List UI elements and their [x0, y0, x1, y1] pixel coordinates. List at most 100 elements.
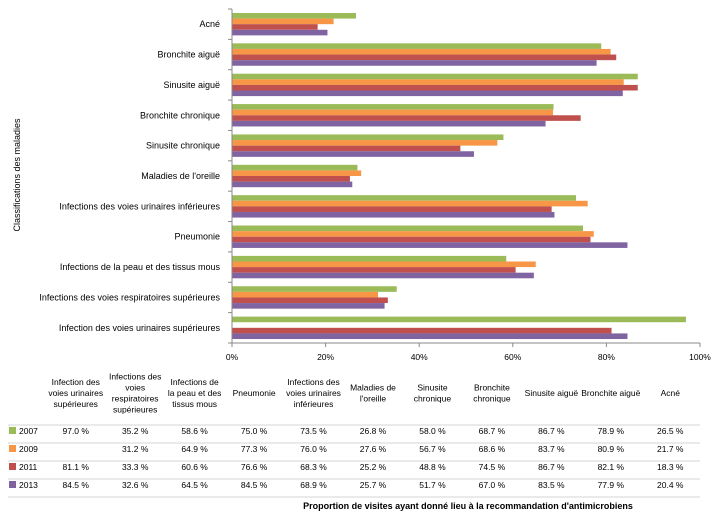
bar-2011-4	[232, 206, 552, 212]
table-cell: 68.3 %	[300, 462, 327, 472]
bar-2007-9	[232, 43, 602, 49]
bar-2013-4	[232, 211, 555, 218]
table-cell: 51.7 %	[419, 480, 446, 490]
category-label: Infections des voies urinaires inférieur…	[59, 201, 220, 211]
x-tick-label: 20%	[317, 352, 334, 362]
table-cell: 83.7 %	[538, 444, 565, 454]
category-label: Bronchite chronique	[140, 110, 220, 120]
table-cell: 77.3 %	[241, 444, 268, 454]
bar-2013-9	[232, 60, 597, 66]
table-cell: 73.5 %	[300, 426, 327, 436]
bar-2011-3	[232, 236, 591, 243]
table-cell: 35.2 %	[122, 426, 149, 436]
table-cell: 21.7 %	[657, 444, 684, 454]
bar-2011-0	[232, 327, 612, 334]
table-cell: 84.5 %	[241, 480, 268, 490]
bar-2011-10	[232, 24, 318, 30]
category-label: Acné	[199, 19, 220, 29]
bar-2011-2	[232, 267, 516, 273]
bar-2009-8	[232, 79, 624, 85]
bar-2011-7	[232, 115, 581, 121]
x-tick-label: 60%	[504, 352, 521, 362]
table-cell: 58.6 %	[181, 426, 208, 436]
category-label: Bronchite aiguë	[157, 50, 220, 60]
bar-2013-1	[232, 303, 385, 309]
legend-label-2009: 2009	[19, 444, 38, 454]
table-cell: 32.6 %	[122, 480, 149, 490]
table-cell: 78.9 %	[598, 426, 625, 436]
bar-2009-1	[232, 291, 379, 298]
table-cell: 33.3 %	[122, 462, 149, 472]
category-labels: Infection des voies urinaires supérieure…	[39, 19, 220, 333]
bar-2013-2	[232, 272, 534, 279]
table-cell: 27.6 %	[360, 444, 387, 454]
bar-2007-8	[232, 73, 638, 80]
category-label: Maladies de l'oreille	[141, 171, 220, 181]
data-table: Infection des voies urinaires supérieures I…	[8, 372, 700, 498]
table-header: Bronchite chronique	[473, 383, 511, 404]
table-cell: 75.0 %	[241, 426, 268, 436]
table-cell: 56.7 %	[419, 444, 446, 454]
table-cell: 81.1 %	[62, 462, 89, 472]
bar-2011-1	[232, 297, 388, 304]
category-label: Pneumonie	[174, 232, 220, 242]
bar-2009-9	[232, 48, 611, 55]
bar-2013-8	[232, 90, 623, 97]
table-cell: 83.5 %	[538, 480, 565, 490]
legend-label-2007: 2007	[19, 426, 38, 436]
table-header: Infections des voies urinaires inférieures	[286, 377, 341, 409]
bar-2013-3	[232, 242, 628, 248]
x-axis-title: Proportion de visites ayant donné lieu à…	[303, 501, 633, 511]
bar-2007-10	[232, 12, 357, 19]
table-cell: 76.0 %	[300, 444, 327, 454]
table-cell: 68.6 %	[479, 444, 506, 454]
table-cell: 60.6 %	[181, 462, 208, 472]
table-cell: 48.8 %	[419, 462, 446, 472]
bar-2011-6	[232, 145, 461, 152]
bar-2007-4	[232, 195, 576, 201]
legend-swatch-2007	[9, 427, 16, 434]
bar-2011-8	[232, 84, 638, 91]
bar-2013-10	[232, 29, 328, 36]
bar-2013-0	[232, 333, 628, 340]
table-cell: 77.9 %	[598, 480, 625, 490]
category-label: Infection des voies urinaires supérieure…	[59, 323, 221, 333]
table-cell: 25.7 %	[360, 480, 387, 490]
table-header: Infections de la peau et des tissus mous	[168, 377, 221, 409]
x-tick-label: 40%	[411, 352, 428, 362]
table-cell: 64.9 %	[181, 444, 208, 454]
legend-label-2013: 2013	[19, 480, 38, 490]
legend-label-2011: 2011	[19, 462, 38, 472]
table-header: Acné	[661, 388, 681, 398]
table-cell: 18.3 %	[657, 462, 684, 472]
table-cell: 74.5 %	[479, 462, 506, 472]
bar-2009-5	[232, 170, 362, 176]
bar-2013-7	[232, 120, 546, 127]
bar-2007-7	[232, 104, 554, 110]
bar-2007-6	[232, 134, 504, 141]
x-tick-label: 80%	[598, 352, 615, 362]
table-cell: 68.9 %	[300, 480, 327, 490]
table-header: Sinusite aiguë	[525, 388, 579, 398]
bars-layer	[232, 12, 686, 340]
category-label: Sinusite aiguë	[163, 80, 220, 90]
legend-swatch-2011	[9, 463, 16, 470]
table-cell: 76.6 %	[241, 462, 268, 472]
x-tick-label: 100%	[689, 352, 711, 362]
bar-2009-2	[232, 261, 536, 268]
axis-layer: 0% 20% 40% 60% 80% 100%	[226, 8, 711, 362]
table-cell: 80.9 %	[598, 444, 625, 454]
bar-2007-0	[232, 316, 686, 323]
table-header: Pneumonie	[233, 388, 276, 398]
bar-2009-3	[232, 231, 594, 237]
table-cell: 58.0 %	[419, 426, 446, 436]
table-cell: 25.2 %	[360, 462, 387, 472]
table-header: Infection des voies urinaires supérieures	[48, 377, 103, 409]
bar-2011-5	[232, 176, 350, 182]
category-label: Infections des voies respiratoires supér…	[39, 292, 220, 302]
table-cell: 26.5 %	[657, 426, 684, 436]
bar-2009-7	[232, 109, 554, 116]
table-cell: 86.7 %	[538, 462, 565, 472]
bar-2007-3	[232, 225, 583, 232]
